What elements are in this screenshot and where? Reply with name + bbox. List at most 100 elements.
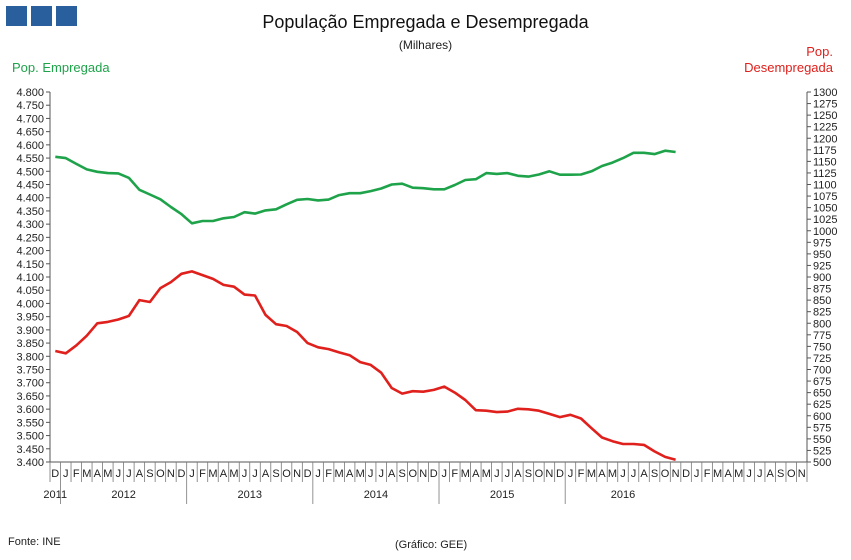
left-axis-tick-label: 4.150 (16, 259, 44, 271)
left-axis-tick-label: 3.650 (16, 391, 44, 403)
right-axis-tick-label: 1300 (813, 87, 837, 99)
month-label: F (704, 468, 711, 480)
left-axis-tick-label: 3.950 (16, 312, 44, 324)
left-axis-tick-label: 3.450 (16, 444, 44, 456)
left-axis-tick-label: 4.600 (16, 140, 44, 152)
right-axis-tick-label: 1225 (813, 122, 837, 134)
month-label: J (63, 468, 69, 480)
month-label: D (177, 468, 185, 480)
left-axis-tick-label: 4.800 (16, 87, 44, 99)
left-axis-tick-label: 3.400 (16, 457, 44, 469)
year-label: 2011 (43, 489, 67, 501)
month-label: O (661, 468, 670, 480)
left-axis-tick-label: 3.700 (16, 378, 44, 390)
right-axis-tick-label: 1125 (813, 168, 837, 180)
chart-credit: (Gráfico: GEE) (395, 539, 468, 551)
month-label: A (262, 468, 270, 480)
left-axis-tick-label: 3.800 (16, 351, 44, 363)
month-label: A (346, 468, 354, 480)
right-axis-tick-label: 1100 (813, 180, 837, 192)
month-label: M (208, 468, 217, 480)
month-label: M (82, 468, 91, 480)
right-axis-tick-label: 650 (813, 388, 831, 400)
right-axis-tick-label: 500 (813, 457, 831, 469)
right-axis-tick-label: 725 (813, 353, 831, 365)
month-label: A (640, 468, 648, 480)
month-label: J (242, 468, 248, 480)
month-label: M (608, 468, 617, 480)
left-axis-tick-label: 4.350 (16, 206, 44, 218)
logo-block (6, 6, 27, 26)
left-axis-tick-label: 4.250 (16, 232, 44, 244)
right-axis-tick-label: 625 (813, 399, 831, 411)
left-axis-tick-label: 4.550 (16, 153, 44, 165)
month-label: J (368, 468, 374, 480)
source-note: Fonte: INE (8, 536, 61, 548)
left-axis-series-label: Pop. Empregada (12, 60, 110, 75)
right-axis-tick-label: 925 (813, 260, 831, 272)
month-label: M (335, 468, 344, 480)
right-axis-series-label: Pop. Desempregada (744, 44, 833, 76)
month-label: S (399, 468, 406, 480)
right-axis-label-line1: Pop. (806, 44, 833, 59)
left-axis-tick-label: 4.500 (16, 166, 44, 178)
right-axis-tick-label: 1025 (813, 214, 837, 226)
left-axis-tick-label: 4.200 (16, 246, 44, 258)
unemployed-population-line (55, 270, 676, 461)
month-label: M (734, 468, 743, 480)
month-label: M (229, 468, 238, 480)
right-axis-tick-label: 975 (813, 237, 831, 249)
right-axis-tick-label: 1250 (813, 110, 837, 122)
right-axis-tick-label: 775 (813, 330, 831, 342)
month-label: O (408, 468, 417, 480)
month-label: A (598, 468, 606, 480)
left-axis-tick-label: 3.750 (16, 365, 44, 377)
right-axis-tick-label: 525 (813, 445, 831, 457)
month-label: J (746, 468, 752, 480)
right-axis-tick-label: 950 (813, 249, 831, 261)
right-axis-tick-label: 600 (813, 411, 831, 423)
month-label: D (51, 468, 59, 480)
month-label: S (651, 468, 658, 480)
month-label: J (505, 468, 511, 480)
year-label: 2013 (238, 489, 262, 501)
month-label: M (356, 468, 365, 480)
month-label: J (694, 468, 700, 480)
left-axis-tick-label: 4.450 (16, 180, 44, 192)
right-axis-tick-label: 1150 (813, 156, 837, 168)
month-label: N (419, 468, 427, 480)
right-axis-tick-label: 550 (813, 434, 831, 446)
month-label: F (325, 468, 332, 480)
month-label: O (535, 468, 544, 480)
month-label: S (777, 468, 784, 480)
right-axis-tick-label: 1050 (813, 203, 837, 215)
month-label: J (442, 468, 448, 480)
left-axis-tick-label: 3.600 (16, 404, 44, 416)
month-label: N (167, 468, 175, 480)
month-label: J (189, 468, 195, 480)
month-label: J (620, 468, 626, 480)
month-label: M (461, 468, 470, 480)
year-label: 2015 (490, 489, 514, 501)
left-axis-tick-label: 3.900 (16, 325, 44, 337)
month-label: M (587, 468, 596, 480)
month-label: F (451, 468, 458, 480)
right-axis-label-line2: Desempregada (744, 60, 833, 75)
month-label: J (116, 468, 122, 480)
month-label: O (156, 468, 165, 480)
month-label: J (757, 468, 763, 480)
month-label: M (713, 468, 722, 480)
month-label: J (494, 468, 500, 480)
chart-subtitle: (Milhares) (398, 38, 453, 52)
right-axis-tick-label: 875 (813, 284, 831, 296)
right-axis-tick-label: 675 (813, 376, 831, 388)
logo-block (31, 6, 52, 26)
month-label: O (787, 468, 796, 480)
right-axis-tick-label: 750 (813, 341, 831, 353)
year-label: 2016 (611, 489, 635, 501)
month-label: J (631, 468, 637, 480)
month-label: J (126, 468, 132, 480)
month-label: A (136, 468, 144, 480)
month-label: S (146, 468, 153, 480)
month-label: D (430, 468, 438, 480)
